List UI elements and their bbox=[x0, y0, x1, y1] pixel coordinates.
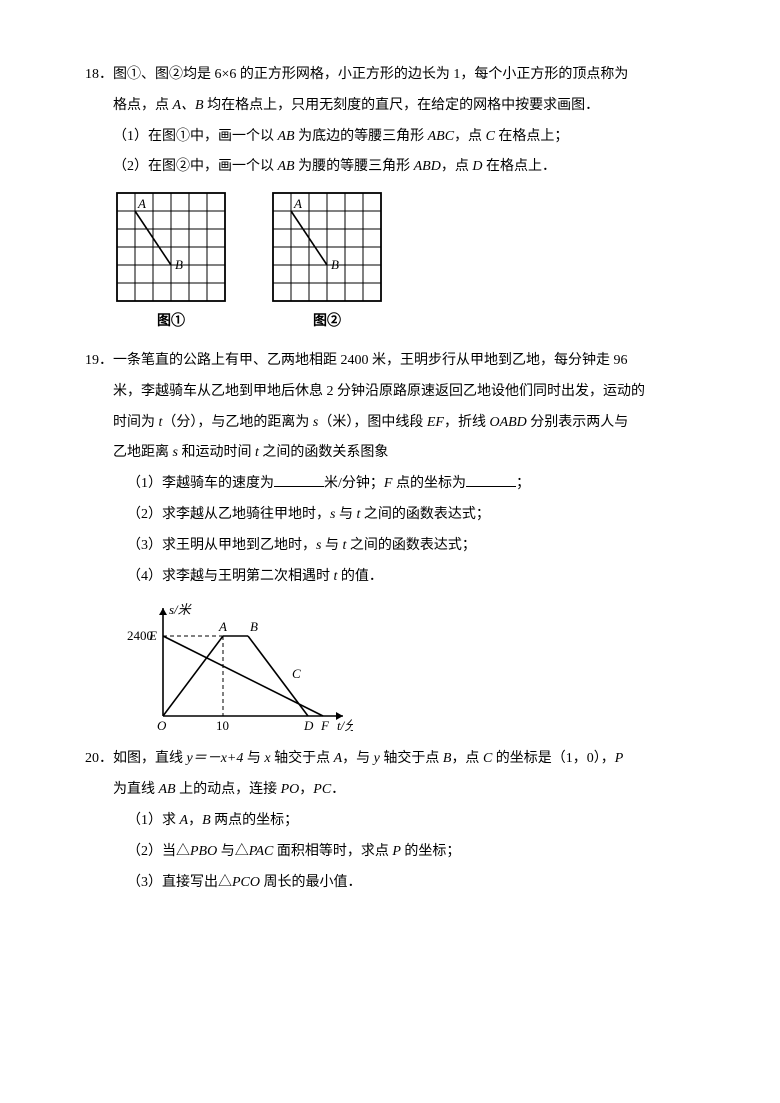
svg-text:10: 10 bbox=[216, 718, 229, 733]
blank-speed bbox=[274, 472, 324, 487]
p18-sub2: （2）在图②中，画一个以 AB 为腰的等腰三角形 ABD，点 D 在格点上． bbox=[85, 152, 715, 183]
p19-line4: 乙地距离 s 和运动时间 t 之间的函数关系图象 bbox=[85, 438, 715, 469]
svg-text:B: B bbox=[250, 619, 258, 634]
svg-text:O: O bbox=[157, 718, 167, 733]
p19-line3: 时间为 t（分），与乙地的距离为 s（米），图中线段 EF，折线 OABD 分别… bbox=[85, 408, 715, 439]
p20-sub3: （3）直接写出△PCO 周长的最小值． bbox=[85, 868, 715, 899]
p20-sub2: （2）当△PBO 与△PAC 面积相等时，求点 P 的坐标； bbox=[85, 837, 715, 868]
grid-figure-2: AB bbox=[269, 189, 385, 305]
svg-text:D: D bbox=[303, 718, 314, 733]
p20-line1: 20．如图，直线 y＝－x+4 与 x 轴交于点 A，与 y 轴交于点 B，点 … bbox=[85, 744, 715, 775]
p19-sub3: （3）求王明从甲地到乙地时，s 与 t 之间的函数表达式； bbox=[85, 531, 715, 562]
p20-num: 20． bbox=[85, 744, 113, 775]
p20-line2: 为直线 AB 上的动点，连接 PO，PC． bbox=[85, 775, 715, 806]
svg-text:s/米: s/米 bbox=[169, 602, 193, 617]
p19-sub4: （4）求李越与王明第二次相遇时 t 的值． bbox=[85, 562, 715, 593]
p18-line1: 18．图①、图②均是 6×6 的正方形网格，小正方形的边长为 1，每个小正方形的… bbox=[85, 60, 715, 91]
svg-text:B: B bbox=[175, 257, 183, 272]
p18-num: 18． bbox=[85, 60, 113, 91]
svg-text:t/分: t/分 bbox=[337, 718, 353, 733]
p19-line1: 19．一条笔直的公路上有甲、乙两地相距 2400 米，王明步行从甲地到乙地，每分… bbox=[85, 346, 715, 377]
svg-text:C: C bbox=[292, 666, 301, 681]
svg-text:A: A bbox=[293, 196, 302, 211]
svg-text:B: B bbox=[331, 257, 339, 272]
problem-19: 19．一条笔直的公路上有甲、乙两地相距 2400 米，王明步行从甲地到乙地，每分… bbox=[85, 346, 715, 736]
problem-18: 18．图①、图②均是 6×6 的正方形网格，小正方形的边长为 1，每个小正方形的… bbox=[85, 60, 715, 338]
problem-20: 20．如图，直线 y＝－x+4 与 x 轴交于点 A，与 y 轴交于点 B，点 … bbox=[85, 744, 715, 898]
svg-text:A: A bbox=[137, 196, 146, 211]
grid-figure-1: AB bbox=[113, 189, 229, 305]
p20-sub1: （1）求 A，B 两点的坐标； bbox=[85, 806, 715, 837]
p19-sub1: （1）李越骑车的速度为米/分钟；F 点的坐标为； bbox=[85, 469, 715, 500]
p19-num: 19． bbox=[85, 346, 113, 377]
p19-line2: 米，李越骑车从乙地到甲地后休息 2 分钟沿原路原速返回乙地设他们同时出发，运动的 bbox=[85, 377, 715, 408]
p19-chart: OEABCDF240010s/米t/分 bbox=[113, 596, 353, 736]
p19-sub2: （2）求李越从乙地骑往甲地时，s 与 t 之间的函数表达式； bbox=[85, 500, 715, 531]
p18-fig1-block: AB 图① bbox=[113, 189, 229, 338]
p18-sub1: （1）在图①中，画一个以 AB 为底边的等腰三角形 ABC，点 C 在格点上； bbox=[85, 122, 715, 153]
p18-fig2-block: AB 图② bbox=[269, 189, 385, 338]
p18-line2: 格点，点 A、B 均在格点上，只用无刻度的直尺，在给定的网格中按要求画图． bbox=[85, 91, 715, 122]
p18-figures: AB 图① AB 图② bbox=[85, 189, 715, 338]
fig2-label: 图② bbox=[269, 307, 385, 338]
blank-fcoord bbox=[466, 472, 516, 487]
svg-text:F: F bbox=[320, 718, 330, 733]
svg-text:A: A bbox=[218, 619, 227, 634]
fig1-label: 图① bbox=[113, 307, 229, 338]
svg-text:2400: 2400 bbox=[127, 628, 153, 643]
page: 18．图①、图②均是 6×6 的正方形网格，小正方形的边长为 1，每个小正方形的… bbox=[0, 0, 780, 1103]
p19-chart-wrap: OEABCDF240010s/米t/分 bbox=[85, 596, 715, 736]
